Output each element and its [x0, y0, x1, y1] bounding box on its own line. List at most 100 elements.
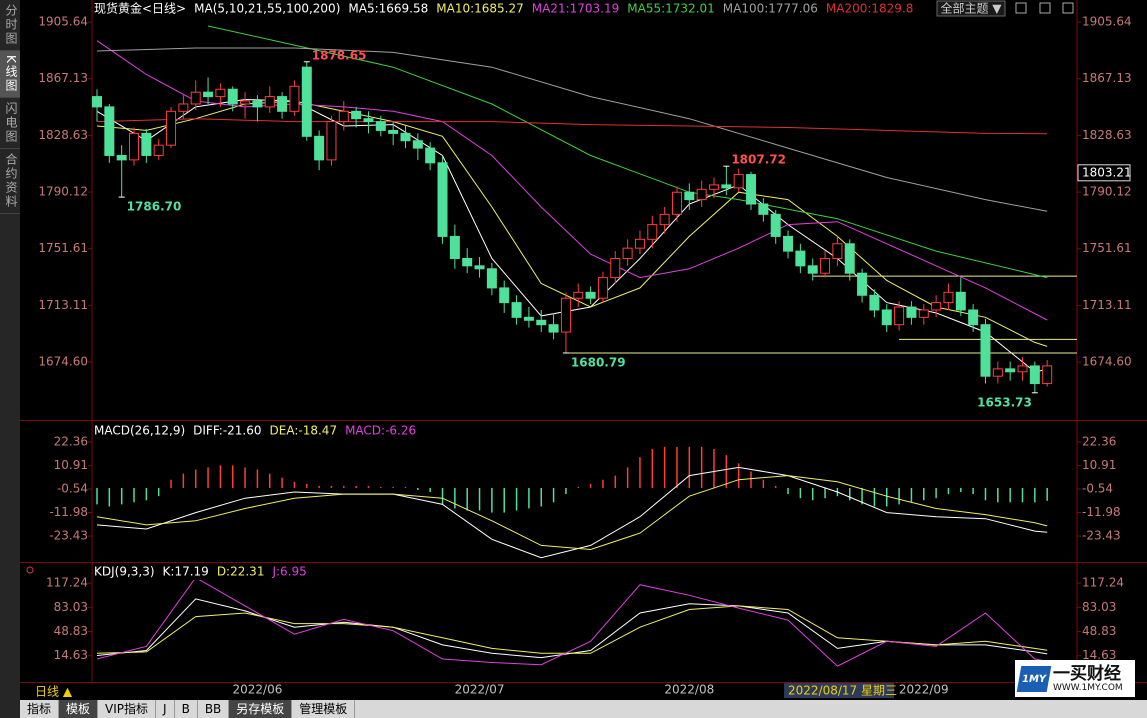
- candle-body: [894, 306, 905, 326]
- candle-body: [1042, 365, 1053, 385]
- candle-body: [153, 144, 164, 156]
- candle-body: [326, 121, 337, 161]
- extreme-label: 1653.73: [977, 395, 1032, 409]
- bottom-bar: 指标 模板 VIP指标 J B BB 另存模板 管理模板: [20, 700, 1147, 718]
- cursor-box: [1077, 164, 1131, 182]
- y-tick-label-right: 1751.61: [1082, 241, 1132, 255]
- panel-frame: [20, 0, 1147, 683]
- candle-body: [746, 174, 757, 205]
- series-line: [96, 47, 1048, 212]
- side-tab[interactable]: 闪电图: [0, 98, 20, 149]
- candle-body: [548, 324, 559, 333]
- candle-body: [277, 96, 288, 112]
- bottom-tab[interactable]: 指标: [20, 700, 60, 718]
- candle-body: [585, 291, 596, 299]
- legend-text: MACD(26,12,9): [94, 424, 185, 438]
- window-icons[interactable]: [1015, 2, 1074, 14]
- bottom-tab[interactable]: J: [156, 700, 175, 718]
- candle-body: [931, 302, 942, 311]
- candle-body: [573, 291, 584, 299]
- cursor-date: 2022/08/17 星期三: [788, 684, 897, 698]
- series-line: [207, 25, 1048, 279]
- candle-body: [918, 309, 929, 318]
- y-tick-label: 1713.11: [38, 298, 88, 312]
- candle-body: [166, 110, 177, 146]
- candle-body: [425, 147, 436, 164]
- candle-body: [684, 191, 695, 201]
- legend-text: KDJ(9,3,3): [94, 565, 155, 579]
- candle-body: [240, 100, 251, 105]
- legend-text: MA200:1829.8: [826, 2, 914, 16]
- candle-body: [363, 118, 374, 123]
- bottom-tab[interactable]: B: [175, 700, 198, 718]
- series-line: [96, 40, 1048, 321]
- candle-body: [832, 243, 843, 259]
- legend-text: MA21:1703.19: [532, 2, 620, 16]
- candle-body: [104, 106, 115, 156]
- bottom-tab[interactable]: 模板: [59, 700, 99, 718]
- candle-body: [783, 235, 794, 252]
- y-tick-label: 1751.61: [38, 241, 88, 255]
- extreme-label: 1786.70: [127, 200, 182, 214]
- candle-body: [499, 287, 510, 304]
- candle-body: [264, 96, 275, 108]
- candle-body: [178, 103, 189, 112]
- kdj-icon[interactable]: [26, 566, 34, 574]
- candle-body: [301, 66, 312, 137]
- candle-body: [412, 140, 423, 149]
- series-line: [96, 580, 1048, 667]
- logo-text: 一买财经 WWW.1MY.COM: [1053, 665, 1123, 693]
- y-tick-label: 1828.63: [38, 128, 88, 142]
- bottom-tab[interactable]: 另存模板: [229, 700, 293, 718]
- plot-area: [96, 580, 1048, 667]
- candle-body: [807, 265, 818, 274]
- candle-body: [314, 135, 325, 161]
- bottom-tab[interactable]: 管理模板: [292, 700, 356, 718]
- y-tick-label: -23.43: [49, 529, 88, 543]
- logo-url: WWW.1MY.COM: [1053, 682, 1123, 693]
- side-tab[interactable]: 合约资料: [0, 149, 20, 214]
- theme-button[interactable]: 全部主题 ▼: [940, 1, 1002, 16]
- bottom-tab[interactable]: BB: [198, 700, 230, 718]
- series-line: [96, 100, 1048, 347]
- logo-name: 一买财经: [1053, 663, 1121, 684]
- y-tick-label-right: 1674.60: [1082, 355, 1132, 369]
- period-label[interactable]: 日线 ▲: [35, 685, 73, 699]
- candle-body: [523, 316, 534, 321]
- candle-body: [770, 213, 781, 237]
- candle-body: [400, 132, 411, 142]
- candle-body: [227, 88, 238, 105]
- candle-body: [992, 368, 1003, 377]
- bottom-tab[interactable]: VIP指标: [98, 700, 157, 718]
- theme-button-box[interactable]: [936, 0, 1006, 17]
- extreme-label: 1680.79: [571, 355, 626, 369]
- y-tick-label: 83.03: [54, 600, 88, 614]
- sidebar: 分时图 K线图 闪电图 合约资料: [0, 0, 20, 718]
- legend-text: DEA:-18.47: [270, 424, 338, 438]
- y-tick-label-right: 1905.64: [1082, 15, 1132, 29]
- side-tab[interactable]: K线图: [0, 51, 20, 98]
- series-line: [96, 118, 1048, 135]
- y-tick-label: 14.63: [54, 648, 88, 662]
- y-tick-label-right: 1790.12: [1082, 185, 1132, 199]
- candle-body: [943, 291, 954, 304]
- candle-body: [1005, 368, 1016, 373]
- x-tick-label: 2022/08: [664, 683, 714, 697]
- side-tab[interactable]: 分时图: [0, 0, 20, 51]
- y-tick-label-right: -11.98: [1082, 505, 1121, 519]
- x-tick-label: 2022/06: [232, 683, 282, 697]
- series-line: [96, 466, 1048, 559]
- candle-body: [709, 184, 719, 190]
- y-tick-label-right: 14.63: [1082, 648, 1116, 662]
- legend-text: MA100:1777.06: [723, 2, 818, 16]
- candle-body: [857, 272, 868, 296]
- y-tick-label: 10.91: [54, 458, 88, 472]
- y-tick-label: 1905.64: [38, 15, 88, 29]
- cursor-date-box: [784, 683, 895, 698]
- legend-text: DIFF:-21.60: [193, 424, 261, 438]
- y-tick-label: 1790.12: [38, 185, 88, 199]
- y-tick-label: -11.98: [49, 505, 88, 519]
- candle-body: [375, 121, 386, 131]
- candle-body: [116, 154, 127, 161]
